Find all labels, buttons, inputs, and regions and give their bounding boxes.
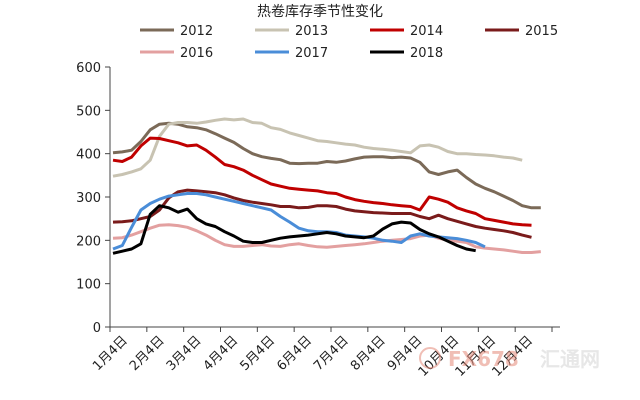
y-tick-label: 200 xyxy=(76,234,101,249)
watermark-text-2: 汇通网 xyxy=(540,347,600,371)
x-tick-label: 2月4日 xyxy=(127,333,168,374)
series-line-2018 xyxy=(112,204,476,255)
watermark-text: FX678 xyxy=(448,347,519,371)
series-group xyxy=(112,117,541,255)
y-tick-label: 0 xyxy=(93,321,101,336)
y-tick-label: 600 xyxy=(76,61,101,76)
x-tick-label: 4月4日 xyxy=(201,333,242,374)
series-line-2012 xyxy=(112,121,541,210)
x-tick-label: 5月4日 xyxy=(237,333,278,374)
watermark: FX678 汇通网 xyxy=(419,347,600,371)
series-line-2017 xyxy=(112,192,486,251)
watermark-logo-icon xyxy=(419,347,441,369)
legend-label-2014: 2014 xyxy=(410,24,443,39)
y-axis: 0 100 200 300 400 500 600 xyxy=(76,61,110,336)
legend: 2012 2013 2014 2015 2016 2017 2018 xyxy=(140,24,558,61)
series-line-2014 xyxy=(112,136,532,227)
y-tick-label: 400 xyxy=(76,148,101,163)
y-tick-label: 100 xyxy=(76,278,101,293)
y-tick-label: 500 xyxy=(76,104,101,119)
legend-label-2013: 2013 xyxy=(295,24,328,39)
series-line-2013 xyxy=(112,117,523,178)
y-tick-label: 300 xyxy=(76,191,101,206)
legend-label-2016: 2016 xyxy=(180,46,213,61)
legend-label-2018: 2018 xyxy=(410,46,443,61)
series-line-2016 xyxy=(112,223,541,254)
chart-title: 热卷库存季节性变化 xyxy=(257,4,383,20)
legend-label-2012: 2012 xyxy=(180,24,213,39)
x-tick-label: 1月4日 xyxy=(90,333,131,374)
x-tick-label: 8月4日 xyxy=(348,333,389,374)
x-tick-label: 6月4日 xyxy=(274,333,315,374)
legend-label-2017: 2017 xyxy=(295,46,328,61)
x-tick-label: 3月4日 xyxy=(164,333,205,374)
legend-label-2015: 2015 xyxy=(525,24,558,39)
series-line-2015 xyxy=(112,188,532,239)
x-tick-label: 7月4日 xyxy=(311,333,352,374)
